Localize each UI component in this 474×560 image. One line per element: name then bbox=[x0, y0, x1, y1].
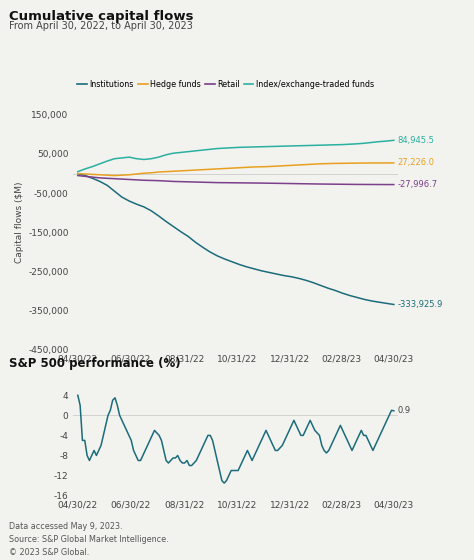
Text: From April 30, 2022, to April 30, 2023: From April 30, 2022, to April 30, 2023 bbox=[9, 21, 193, 31]
Text: 0.9: 0.9 bbox=[397, 407, 410, 416]
Text: -333,925.9: -333,925.9 bbox=[397, 300, 443, 309]
Text: Cumulative capital flows: Cumulative capital flows bbox=[9, 10, 194, 22]
Text: Data accessed May 9, 2023.
Source: S&P Global Market Intelligence.
© 2023 S&P Gl: Data accessed May 9, 2023. Source: S&P G… bbox=[9, 522, 169, 557]
Text: S&P 500 performance (%): S&P 500 performance (%) bbox=[9, 357, 181, 370]
Text: 27,226.0: 27,226.0 bbox=[397, 158, 434, 167]
Legend: Institutions, Hedge funds, Retail, Index/exchange-traded funds: Institutions, Hedge funds, Retail, Index… bbox=[77, 80, 374, 88]
Text: -27,996.7: -27,996.7 bbox=[397, 180, 438, 189]
Text: 84,945.5: 84,945.5 bbox=[397, 136, 434, 145]
Y-axis label: Capital flows ($M): Capital flows ($M) bbox=[15, 182, 24, 263]
